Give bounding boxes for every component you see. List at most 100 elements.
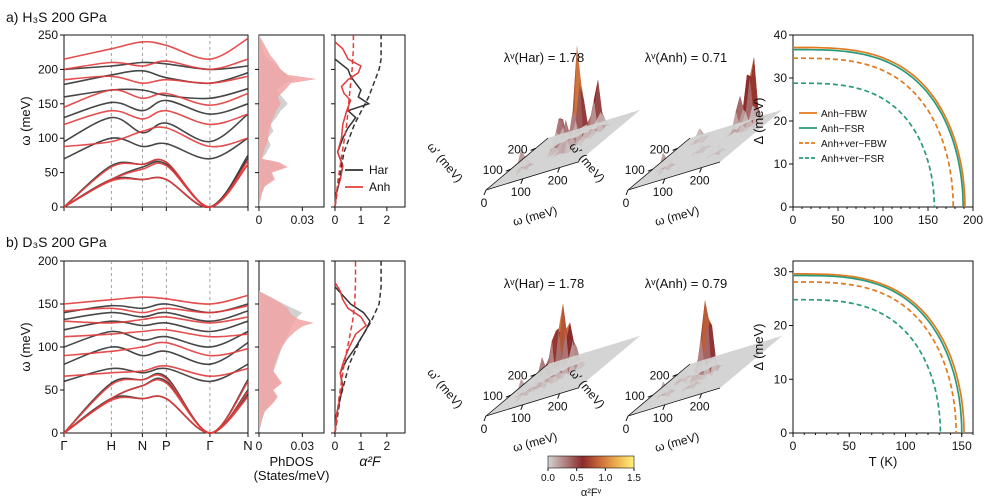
surface-cell [738,348,746,353]
surface-cell [682,156,690,160]
surface-cell [691,142,699,147]
surface-cell [739,136,747,140]
surface-cell [746,133,754,137]
surface-cell [577,356,585,359]
surface-cell [549,369,557,374]
surface-cell [682,385,690,389]
surface-cell [706,133,714,136]
surface-cell [689,392,697,396]
y-tick-label: 0 [51,200,58,214]
surface-cell [661,387,669,393]
surface-cell [599,132,607,137]
surface-cell [768,339,775,343]
surface-cell [720,357,728,360]
surface-cell [707,383,715,387]
surface-cell [586,354,594,359]
surface-cell [579,371,587,376]
x-axis-line [627,161,721,191]
surface-cell [507,396,515,400]
surface-cell [564,141,572,154]
x-tick-label: 150 [952,439,972,453]
surface-cell [589,365,597,370]
surface-cell [718,157,726,161]
surface-cell [599,120,607,123]
surface-cell [554,139,562,144]
surface-cell [537,166,545,172]
surface-cell [537,157,545,162]
surface-cell [720,135,728,140]
surface-cell [546,362,554,367]
surface-cell [660,160,668,165]
surface-cell [566,356,574,359]
surface-cell [663,384,671,389]
surface-cell [712,355,720,359]
surface-cell [620,113,628,118]
surface-cell [706,382,714,387]
surface-cell [665,400,673,404]
x-tick-label: 100 [873,213,893,227]
surface-cell [550,159,558,163]
surface-cell [728,368,736,372]
surface-cell [562,386,570,390]
anh-phdos-area [259,35,317,207]
surface-cell [714,375,722,380]
surface-cell [732,371,740,376]
surface-cell [501,180,509,184]
surface-cell [705,358,713,363]
surface-cell [532,157,540,162]
x-tick [662,178,666,184]
surface-cell [672,387,680,390]
surface-cell [621,114,629,119]
surface-cell [553,134,561,137]
surface-cell [707,147,715,152]
surface-cell [581,146,588,151]
surface-cell [624,112,632,116]
x-tick-label: 0.03 [291,439,315,453]
surface-cell [495,406,503,410]
surface-cell [567,362,575,366]
surface-cell [708,130,716,133]
surface-cell [706,386,714,391]
surface-cell [728,135,736,141]
surface-cell [689,156,697,161]
surface-cell [700,386,708,390]
surface-cell [588,355,596,360]
surface-cell [554,388,562,393]
surface-cell [703,153,711,158]
surface-cell [575,354,583,359]
surface-cell [684,152,692,157]
surface-cell [581,359,589,362]
surface-cell [539,163,547,168]
surface-cell [674,149,682,154]
surface-cell [620,339,628,344]
y-tick-label: 200 [38,62,58,76]
x-tick-label: 0.03 [291,213,315,227]
surface-cell [573,130,580,135]
surface-cell [701,364,708,368]
surface-cell [711,377,719,382]
surface-cell [721,145,729,150]
surface-cell [592,354,600,358]
surface-cell [522,160,530,164]
x-tick-label: 2 [384,439,391,453]
surface-cell [692,362,700,367]
surface-cell [566,158,574,163]
surface-cell [702,382,709,388]
gap-curve-anh-ver-fsr [793,82,936,207]
anh-phonon-band [63,315,249,324]
surface-cell [616,124,624,128]
surface-cell [530,382,538,387]
surface-cell [684,369,692,374]
surface-cell [610,123,618,128]
surface-cell [716,146,724,150]
surface-cell [685,149,693,153]
surface-cell [575,382,583,386]
surface-cell [712,129,720,133]
y-axis-label: ω′ (meV) [424,366,465,411]
surface-cell [535,159,542,164]
anh-phonon-band [63,109,249,126]
surface-cell [671,386,679,390]
surface-cell [595,139,602,144]
surface-cell [670,158,677,166]
